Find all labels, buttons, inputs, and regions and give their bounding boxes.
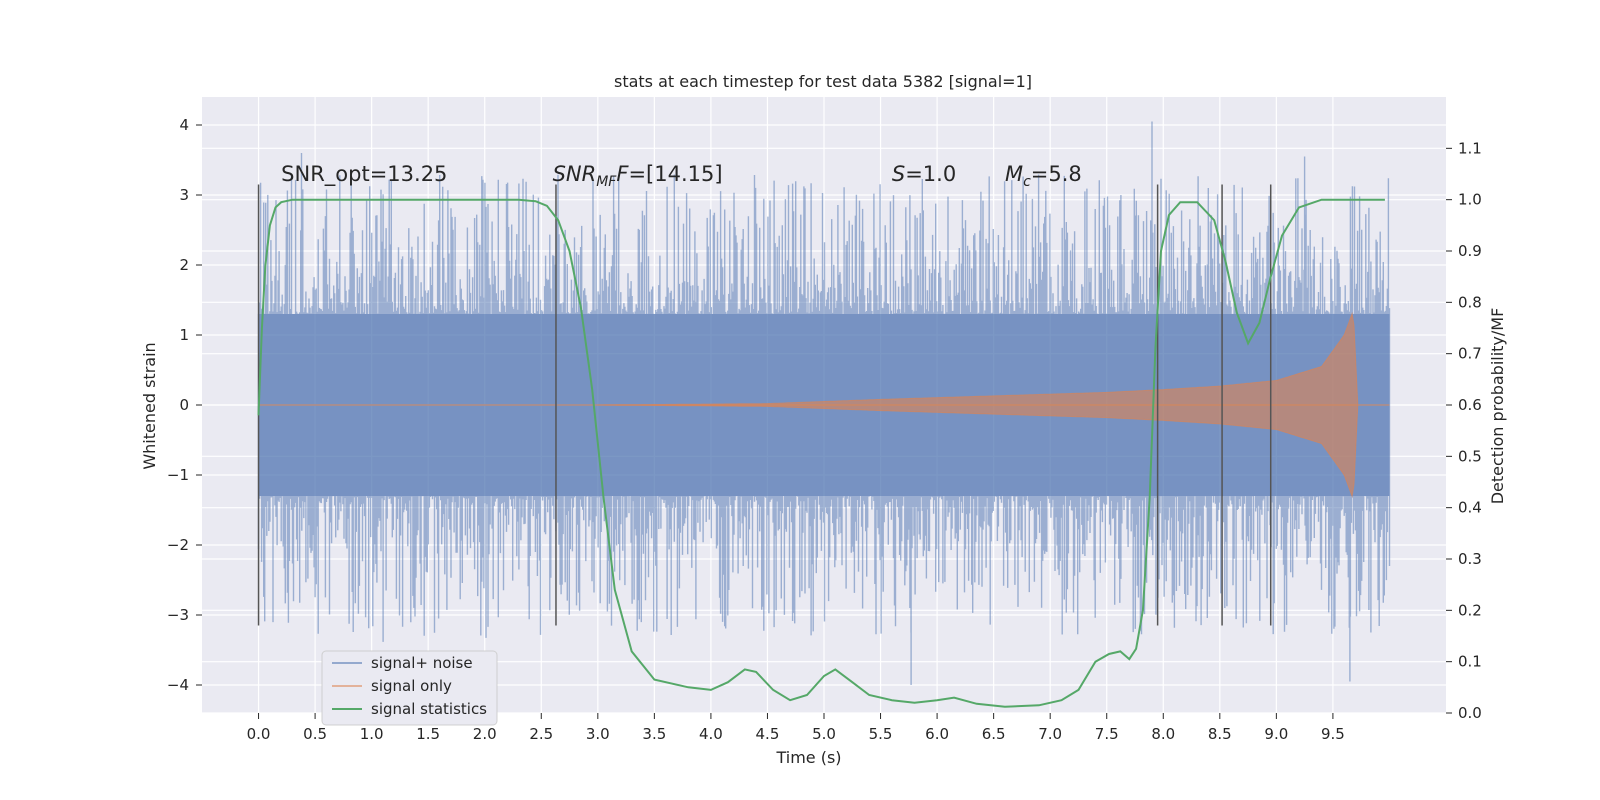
y-right-tick-label: 0.0 [1458,704,1482,722]
y-right-tick-label: 0.9 [1458,242,1482,260]
signal-statistics-series [257,198,1385,708]
x-tick-label: 3.0 [586,725,610,743]
y-tick-label: −3 [167,606,189,624]
signal-statistics-line [257,198,1385,708]
vertical-marker-lines [257,184,1272,626]
annotation-snr_mf: SNRMFF=[14.15] [553,162,723,190]
x-tick-label: 4.5 [756,725,780,743]
y-right-tick-label: 0.2 [1458,601,1482,619]
y-right-tick-label: 0.8 [1458,293,1482,311]
x-tick-label: 2.0 [473,725,497,743]
legend-label-signal-noise: signal+ noise [371,654,473,672]
y-right-tick-label: 0.4 [1458,499,1482,517]
y-right-tick-label: 0.1 [1458,653,1482,671]
y-tick-label: −1 [167,466,189,484]
x-tick-label: 1.0 [360,725,384,743]
x-tick-label: 2.5 [529,725,553,743]
x-tick-label: 3.5 [642,725,666,743]
legend-box [321,650,498,726]
y-axis-label: Whitened strain [140,342,159,469]
y-right-tick-label: 0.6 [1458,396,1482,414]
annotation-snr_opt: SNR_opt=13.25 [281,162,447,187]
x-tick-label: 8.0 [1151,725,1175,743]
chart-title: stats at each timestep for test data 538… [614,72,1032,91]
x-tick-label: 9.5 [1321,725,1345,743]
y-axis-ticks: −4 −3 −2 −1 0 1 2 3 4 [167,116,202,694]
annotations: SNR_opt=13.25 SNRMFF=[14.15] S=1.0 Mc=5.8 [281,162,1082,190]
y-right-axis-label: Detection probability/MF [1488,308,1507,505]
x-tick-label: 8.5 [1208,725,1232,743]
x-axis-ticks: 0.0 0.5 1.0 1.5 2.0 2.5 3.0 3.5 4.0 4.5 5.0 5.5 6.0 6… [247,713,1345,743]
x-tick-label: 6.5 [982,725,1006,743]
y-right-axis-ticks: 0.0 0.1 0.2 0.3 0.4 0.5 0.6 0.7 0.8 0.9 1.0 1.1 [1446,139,1482,722]
y-right-tick-label: 0.5 [1458,447,1482,465]
signal-only-series [258,311,1390,499]
legend: signal+ noise signal only signal statist… [321,650,498,726]
x-axis-label: Time (s) [775,748,841,767]
y-right-tick-label: 1.1 [1458,139,1482,157]
y-tick-label: −2 [167,536,189,554]
x-tick-label: 7.5 [1095,725,1119,743]
x-tick-label: 9.0 [1264,725,1288,743]
y-right-tick-label: 0.7 [1458,345,1482,363]
y-tick-label: 4 [179,116,189,134]
x-tick-label: 6.0 [925,725,949,743]
annotation-mc: Mc=5.8 [1005,162,1082,190]
x-tick-label: 1.5 [416,725,440,743]
x-tick-label: 4.0 [699,725,723,743]
y-right-tick-label: 1.0 [1458,191,1482,209]
x-tick-label: 0.5 [303,725,327,743]
y-tick-label: −4 [167,676,189,694]
y-tick-label: 1 [179,326,189,344]
x-tick-label: 0.0 [247,725,271,743]
x-tick-label: 7.0 [1038,725,1062,743]
y-tick-label: 0 [179,396,189,414]
y-right-tick-label: 0.3 [1458,550,1482,568]
legend-label-signal-only: signal only [371,677,452,695]
y-tick-label: 2 [179,256,189,274]
annotation-s: S=1.0 [892,162,956,186]
x-tick-label: 5.5 [869,725,893,743]
y-tick-label: 3 [179,186,189,204]
legend-label-signal-statistics: signal statistics [371,700,487,718]
x-tick-label: 5.0 [812,725,836,743]
